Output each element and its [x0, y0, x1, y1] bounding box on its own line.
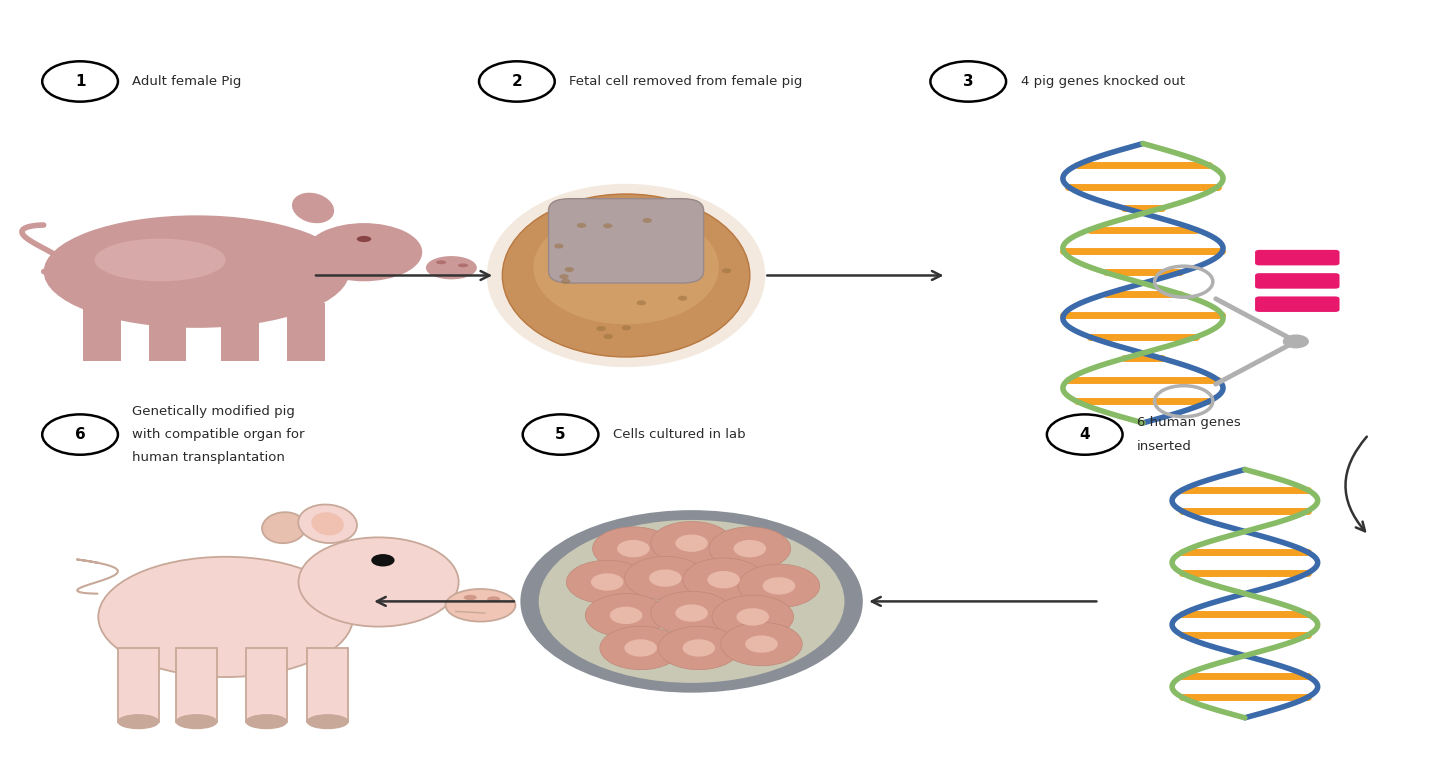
Text: 4 pig genes knocked out: 4 pig genes knocked out	[1021, 75, 1185, 88]
Circle shape	[561, 279, 571, 284]
Text: 1: 1	[74, 74, 86, 89]
Circle shape	[658, 626, 740, 670]
Circle shape	[678, 296, 687, 301]
Text: human transplantation: human transplantation	[132, 452, 285, 464]
Circle shape	[577, 223, 587, 228]
Circle shape	[676, 535, 708, 552]
Circle shape	[709, 527, 791, 570]
Circle shape	[763, 577, 795, 594]
Circle shape	[559, 274, 569, 279]
FancyBboxPatch shape	[1255, 296, 1340, 312]
Text: Fetal cell removed from female pig: Fetal cell removed from female pig	[569, 75, 802, 88]
Bar	[307, 648, 348, 722]
Text: 3: 3	[962, 74, 974, 89]
Circle shape	[683, 558, 764, 601]
Circle shape	[676, 605, 708, 622]
Circle shape	[722, 268, 731, 273]
Text: 6 human genes: 6 human genes	[1137, 417, 1241, 429]
Circle shape	[597, 326, 606, 331]
FancyBboxPatch shape	[549, 199, 703, 283]
Bar	[176, 648, 217, 722]
FancyBboxPatch shape	[1255, 273, 1340, 289]
Text: Cells cultured in lab: Cells cultured in lab	[613, 428, 745, 441]
Circle shape	[591, 573, 623, 591]
Ellipse shape	[262, 512, 306, 543]
Bar	[83, 303, 121, 361]
Circle shape	[593, 527, 674, 570]
Bar	[246, 648, 287, 722]
Bar	[118, 648, 159, 722]
Ellipse shape	[307, 715, 348, 729]
Ellipse shape	[118, 715, 159, 729]
Text: 4: 4	[1079, 427, 1091, 442]
Circle shape	[520, 510, 863, 693]
Circle shape	[734, 540, 766, 557]
Circle shape	[738, 564, 820, 608]
Text: 6: 6	[74, 427, 86, 442]
Circle shape	[721, 622, 802, 666]
Ellipse shape	[357, 236, 371, 242]
Circle shape	[371, 554, 395, 566]
Ellipse shape	[457, 264, 467, 267]
Bar	[149, 303, 186, 361]
Circle shape	[737, 608, 769, 625]
Ellipse shape	[425, 256, 476, 279]
Circle shape	[600, 626, 681, 670]
Circle shape	[708, 571, 740, 588]
Circle shape	[683, 639, 715, 656]
Circle shape	[1283, 334, 1309, 348]
Ellipse shape	[312, 512, 344, 535]
Circle shape	[651, 521, 732, 565]
Ellipse shape	[246, 715, 287, 729]
Ellipse shape	[306, 223, 422, 281]
Ellipse shape	[95, 238, 226, 281]
Text: Adult female Pig: Adult female Pig	[132, 75, 242, 88]
Circle shape	[603, 223, 613, 228]
Text: 5: 5	[555, 427, 566, 442]
Text: with compatible organ for: with compatible organ for	[132, 428, 304, 441]
Ellipse shape	[298, 537, 459, 627]
Circle shape	[642, 218, 652, 223]
Circle shape	[745, 636, 778, 653]
Circle shape	[585, 594, 667, 637]
Circle shape	[636, 300, 646, 306]
Circle shape	[625, 556, 706, 600]
Circle shape	[603, 334, 613, 339]
Circle shape	[651, 591, 732, 635]
Ellipse shape	[502, 194, 750, 357]
Circle shape	[565, 267, 574, 272]
Circle shape	[555, 244, 563, 248]
Ellipse shape	[463, 594, 478, 601]
FancyBboxPatch shape	[1255, 250, 1340, 265]
Bar	[221, 303, 259, 361]
Ellipse shape	[176, 715, 217, 729]
FancyArrowPatch shape	[1345, 437, 1367, 532]
Circle shape	[622, 325, 630, 331]
Circle shape	[539, 520, 844, 683]
Ellipse shape	[293, 192, 333, 223]
Ellipse shape	[486, 596, 501, 602]
Ellipse shape	[446, 589, 515, 622]
Text: Genetically modified pig: Genetically modified pig	[132, 405, 296, 417]
Ellipse shape	[486, 184, 766, 367]
Circle shape	[625, 639, 657, 656]
Circle shape	[712, 595, 794, 639]
Circle shape	[610, 607, 642, 624]
Ellipse shape	[98, 557, 352, 677]
Ellipse shape	[533, 210, 719, 324]
Text: 2: 2	[511, 74, 523, 89]
Ellipse shape	[44, 215, 349, 327]
Circle shape	[566, 560, 648, 604]
Bar	[287, 303, 325, 361]
Ellipse shape	[298, 504, 357, 543]
Circle shape	[649, 570, 681, 587]
Ellipse shape	[437, 260, 447, 264]
Text: inserted: inserted	[1137, 440, 1192, 452]
Circle shape	[617, 540, 649, 557]
